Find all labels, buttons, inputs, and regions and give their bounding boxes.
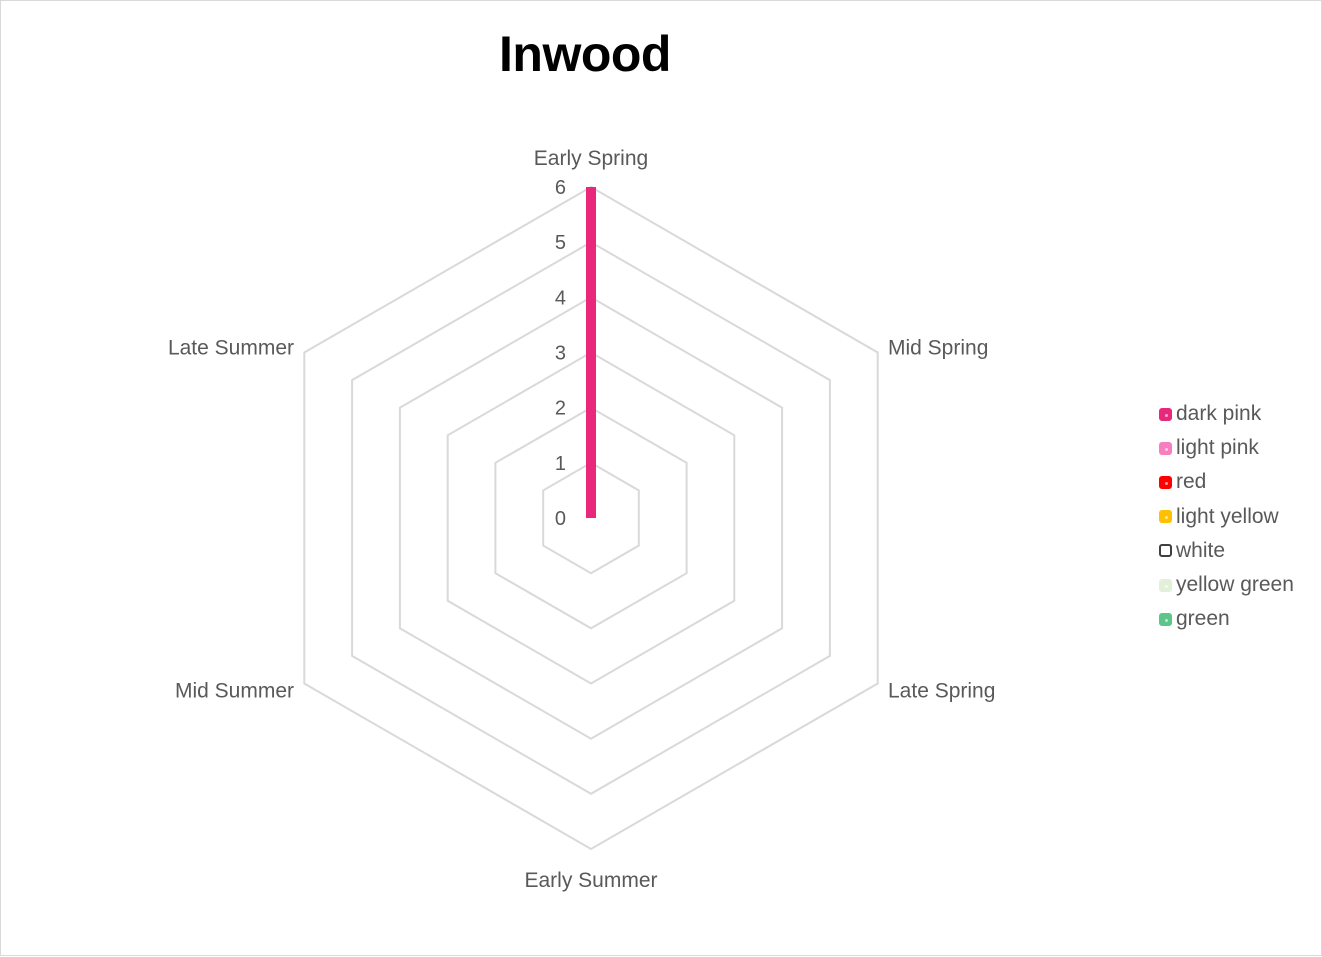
chart-title: Inwood: [499, 26, 671, 82]
grid-ring-1: [542, 461, 640, 575]
legend-label: yellow green: [1176, 573, 1294, 597]
grid-ring-2: [494, 406, 688, 630]
legend-label: light pink: [1176, 436, 1259, 460]
legend-item: light yellow: [1159, 500, 1294, 534]
legend-label: red: [1176, 470, 1207, 494]
legend-marker: [1159, 510, 1172, 524]
legend-item: red: [1159, 465, 1294, 499]
legend-marker: [1159, 544, 1172, 558]
legend-label: white: [1176, 538, 1226, 562]
legend-item: dark pink: [1159, 397, 1294, 431]
category-label: Late Summer: [168, 337, 294, 360]
tick-label: 0: [555, 508, 566, 530]
category-label: Mid Spring: [888, 337, 988, 360]
category-labels: Early Spring Mid Spring Late Spring Early S…: [168, 147, 995, 892]
legend-item: white: [1159, 534, 1294, 568]
grid-ring-5: [351, 241, 831, 795]
legend-marker: [1159, 578, 1172, 592]
value-tick-labels: 0 1 2 3 4 5 6: [555, 177, 566, 530]
legend-label: dark pink: [1176, 402, 1262, 426]
tick-label: 2: [555, 398, 566, 420]
legend-marker: [1159, 407, 1172, 421]
tick-label: 4: [555, 287, 566, 309]
legend-item: green: [1159, 602, 1294, 636]
tick-label: 1: [555, 453, 566, 475]
tick-label: 6: [555, 177, 566, 199]
legend-label: green: [1176, 607, 1230, 631]
radar-grid: [303, 185, 879, 851]
grid-ring-4: [398, 296, 784, 740]
category-label: Late Spring: [888, 680, 995, 703]
legend-item: light pink: [1159, 431, 1294, 465]
category-label: Mid Summer: [175, 680, 294, 703]
tick-label: 5: [555, 232, 566, 254]
legend-label: light yellow: [1176, 504, 1279, 528]
category-label: Early Summer: [524, 869, 657, 892]
legend-marker: [1159, 475, 1172, 489]
grid-ring-3: [446, 351, 736, 685]
tick-label: 3: [555, 343, 566, 365]
legend-marker: [1159, 612, 1172, 626]
legend: dark pink light pink red light yellow white y…: [1159, 397, 1294, 636]
legend-item: yellow green: [1159, 568, 1294, 602]
category-label: Early Spring: [534, 147, 648, 170]
grid-ring-6: [303, 185, 879, 851]
legend-marker: [1159, 441, 1172, 455]
